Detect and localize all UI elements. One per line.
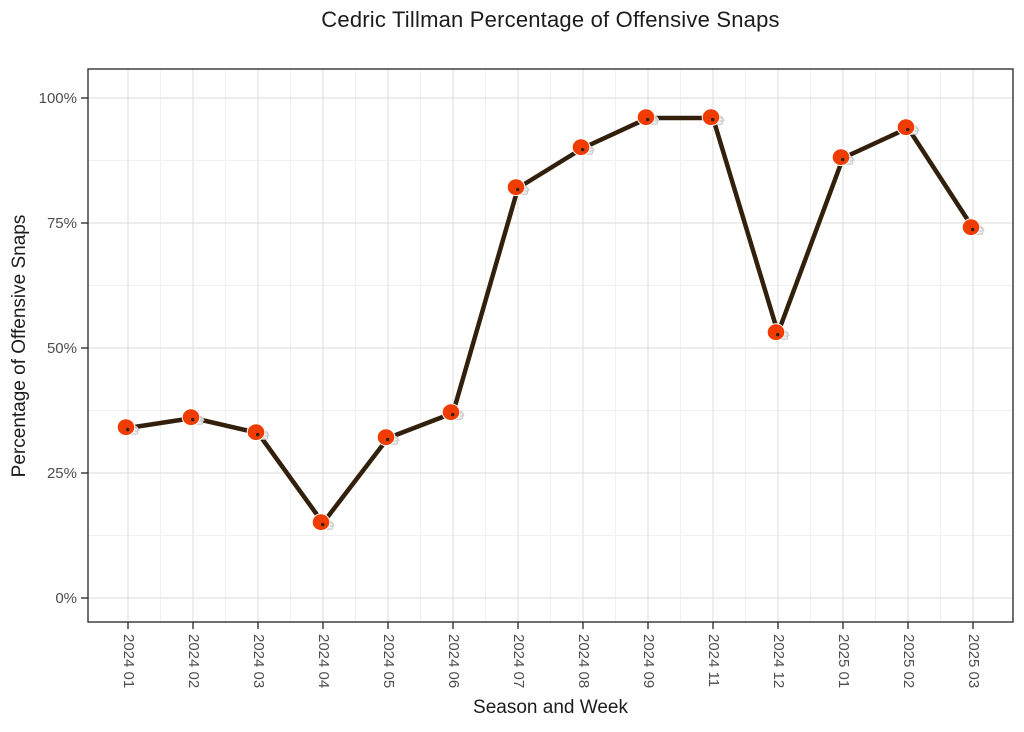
helmet-ear-hole [516,187,520,192]
x-tick-label: 2024 07 [510,634,527,688]
x-tick-label: 2024 08 [575,634,592,688]
helmet-shell [246,423,266,442]
y-tick-label: 25% [47,465,77,482]
x-tick-label: 2025 01 [835,634,852,688]
data-point-browns-helmet-icon [636,108,660,127]
x-tick-label: 2024 04 [315,634,332,688]
x-tick-label: 2024 12 [770,634,787,688]
data-point-browns-helmet-icon [896,118,920,137]
helmet-shell [896,118,916,137]
helmet-shell [116,418,136,437]
data-point-browns-helmet-icon [571,138,595,157]
helmet-ear-hole [581,147,585,152]
data-point-browns-helmet-icon [116,418,140,437]
x-tick-label: 2024 03 [250,634,267,688]
data-point-browns-helmet-icon [766,323,790,342]
helmet-shell [701,108,721,127]
data-point-browns-helmet-icon [311,513,335,532]
y-tick-label: 0% [55,590,77,607]
y-tick-label: 75% [47,215,77,232]
data-line [125,115,976,526]
y-tick-label: 50% [47,340,77,357]
helmet-ear-hole [451,412,455,417]
helmet-shell [441,403,461,422]
data-point-browns-helmet-icon [701,108,725,127]
helmet-shell [831,148,851,167]
x-tick-label: 2024 02 [185,634,202,688]
data-point-browns-helmet-icon [376,428,400,447]
x-tick-label: 2025 02 [900,634,917,688]
helmet-ear-hole [906,127,910,132]
helmet-shell [766,323,786,342]
helmet-ear-hole [191,417,195,422]
data-point-browns-helmet-icon [246,423,270,442]
helmet-ear-hole [971,227,975,232]
helmet-shell [571,138,591,157]
helmet-ear-hole [711,117,715,122]
helmet-shell [181,408,201,427]
x-tick-label: 2024 11 [705,634,722,687]
helmet-shell [311,513,331,532]
y-tick-label: 100% [39,90,77,107]
helmet-ear-hole [776,332,780,337]
x-tick-label: 2024 06 [445,634,462,688]
x-tick-label: 2025 03 [965,634,982,688]
panel-border [87,68,1014,623]
helmet-shell [506,178,526,197]
helmet-shell [376,428,396,447]
helmet-ear-hole [321,522,325,527]
helmet-shell [961,218,981,237]
x-tick-label: 2024 01 [120,634,137,688]
x-axis-title: Season and Week [473,697,628,718]
data-point-browns-helmet-icon [181,408,205,427]
x-tick-label: 2024 09 [640,634,657,688]
x-tick-label: 2024 05 [380,634,397,688]
data-point-browns-helmet-icon [831,148,855,167]
helmet-shell [636,108,656,127]
data-point-browns-helmet-icon [506,178,530,197]
chart-title: Cedric Tillman Percentage of Offensive S… [321,7,780,32]
helmet-ear-hole [256,432,260,437]
data-point-browns-helmet-icon [441,403,465,422]
data-point-browns-helmet-icon [961,218,985,237]
helmet-ear-hole [126,427,130,432]
helmet-ear-hole [841,157,845,162]
helmet-ear-hole [646,117,650,122]
helmet-ear-hole [386,437,390,442]
